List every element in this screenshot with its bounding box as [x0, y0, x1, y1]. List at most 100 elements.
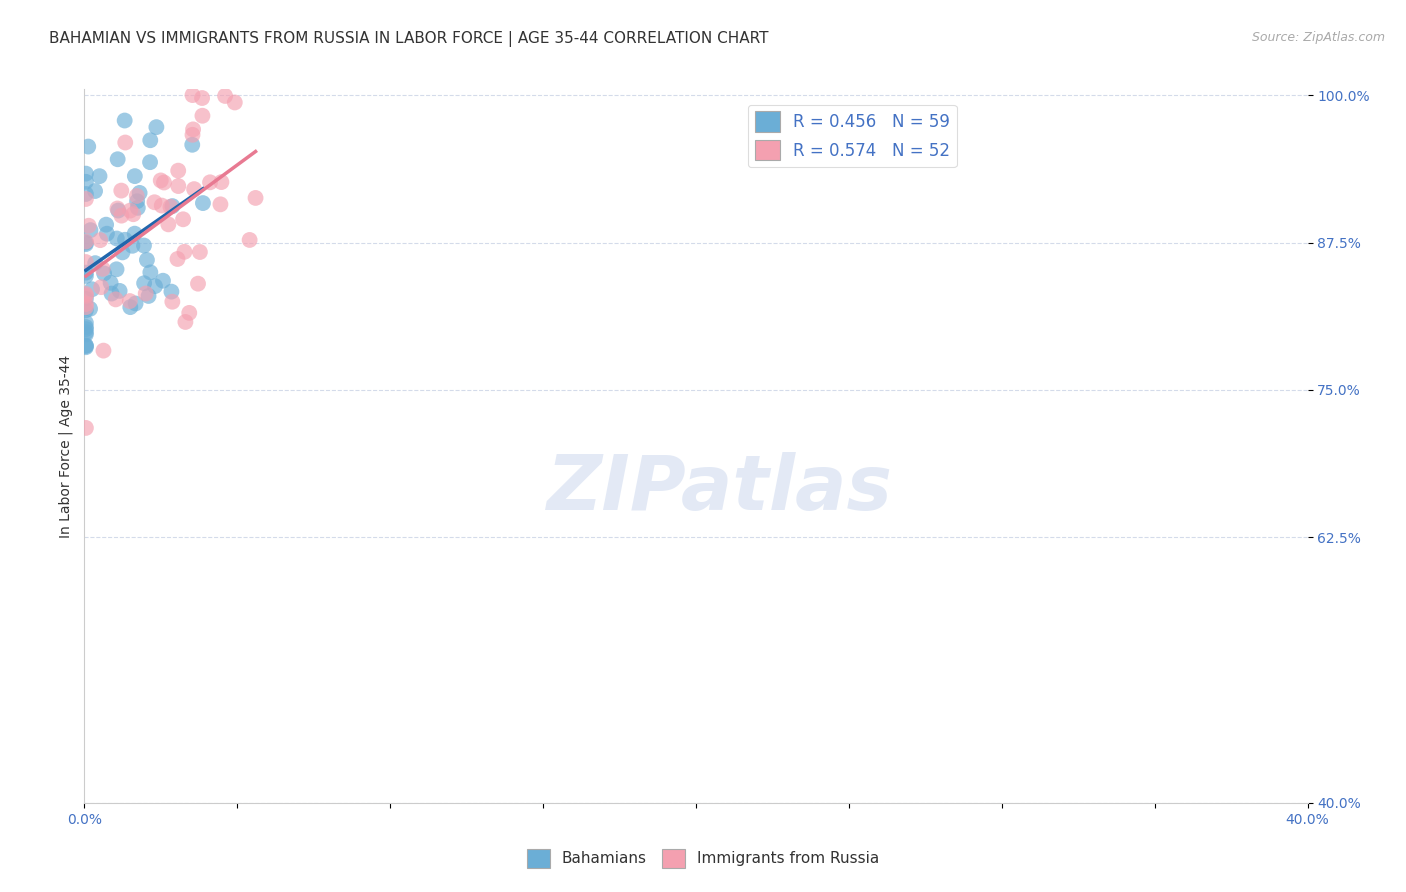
Point	[79, 301, 101, 316]
Point	[84, 184, 107, 198]
Point	[90, 280, 112, 294]
Point	[100, 276, 122, 290]
Point	[118, 294, 141, 309]
Point	[114, 233, 136, 247]
Point	[114, 113, 136, 128]
Point	[93, 267, 115, 281]
Point	[75, 316, 97, 330]
Point	[143, 279, 166, 293]
Point	[75, 167, 97, 181]
Point	[84, 256, 107, 270]
Point	[132, 238, 155, 252]
Point	[181, 137, 204, 152]
Point	[75, 192, 97, 206]
Point	[224, 95, 246, 110]
Point	[162, 199, 184, 213]
Point	[79, 223, 101, 237]
Point	[191, 109, 214, 123]
Text: BAHAMIAN VS IMMIGRANTS FROM RUSSIA IN LABOR FORCE | AGE 35-44 CORRELATION CHART: BAHAMIAN VS IMMIGRANTS FROM RUSSIA IN LA…	[49, 31, 769, 47]
Point	[121, 239, 143, 253]
Point	[139, 265, 162, 279]
Point	[139, 155, 162, 169]
Point	[127, 194, 149, 209]
Point	[124, 227, 146, 241]
Point	[187, 277, 209, 291]
Point	[75, 320, 97, 334]
Point	[75, 255, 97, 269]
Point	[75, 186, 97, 201]
Point	[120, 300, 142, 314]
Point	[110, 184, 132, 198]
Point	[107, 153, 129, 167]
Point	[75, 235, 97, 249]
Point	[75, 287, 97, 301]
Point	[128, 186, 150, 200]
Point	[75, 266, 97, 280]
Point	[153, 176, 176, 190]
Point	[150, 198, 173, 212]
Legend: Bahamians, Immigrants from Russia: Bahamians, Immigrants from Russia	[520, 843, 886, 873]
Point	[94, 218, 117, 232]
Point	[179, 306, 201, 320]
Point	[108, 284, 131, 298]
Point	[110, 209, 132, 223]
Point	[75, 300, 97, 314]
Point	[111, 245, 134, 260]
Point	[181, 122, 204, 136]
Point	[124, 296, 146, 310]
Point	[191, 91, 214, 105]
Point	[120, 203, 142, 218]
Point	[134, 276, 156, 290]
Point	[166, 252, 188, 266]
Point	[157, 218, 180, 232]
Point	[75, 339, 97, 353]
Point	[125, 189, 148, 203]
Point	[75, 268, 97, 283]
Point	[75, 338, 97, 352]
Point	[209, 197, 232, 211]
Point	[104, 293, 127, 307]
Point	[143, 195, 166, 210]
Point	[127, 201, 149, 215]
Point	[75, 237, 97, 252]
Point	[181, 88, 204, 103]
Point	[122, 207, 145, 221]
Point	[214, 89, 236, 103]
Point	[198, 175, 221, 189]
Point	[77, 139, 100, 153]
Point	[167, 163, 190, 178]
Point	[209, 175, 232, 189]
Point	[172, 212, 194, 227]
Point	[114, 136, 136, 150]
Point	[91, 261, 114, 276]
Point	[174, 315, 197, 329]
Point	[107, 203, 129, 218]
Point	[167, 179, 190, 194]
Point	[75, 303, 97, 318]
Point	[89, 233, 111, 247]
Point	[75, 327, 97, 342]
Point	[135, 286, 157, 301]
Point	[96, 227, 118, 241]
Point	[100, 286, 122, 301]
Text: Source: ZipAtlas.com: Source: ZipAtlas.com	[1251, 31, 1385, 45]
Point	[75, 289, 97, 303]
Point	[191, 196, 214, 211]
Point	[173, 244, 195, 259]
Point	[105, 231, 128, 245]
Point	[77, 219, 100, 233]
Point	[245, 191, 267, 205]
Point	[75, 235, 97, 250]
Point	[89, 169, 111, 184]
Point	[145, 120, 167, 135]
Point	[75, 292, 97, 306]
Point	[93, 343, 115, 358]
Point	[75, 297, 97, 311]
Point	[139, 133, 162, 147]
Point	[183, 182, 205, 196]
Point	[75, 322, 97, 336]
Point	[152, 274, 174, 288]
Point	[75, 326, 97, 340]
Point	[181, 128, 204, 142]
Text: ZIPatlas: ZIPatlas	[547, 452, 893, 525]
